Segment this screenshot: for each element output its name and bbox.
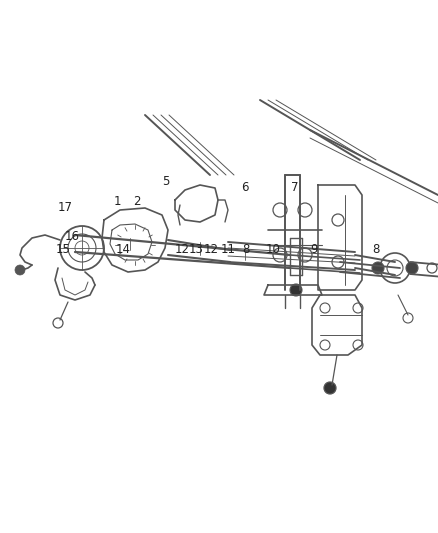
Circle shape (403, 313, 413, 323)
Circle shape (406, 262, 418, 274)
Text: 14: 14 (116, 243, 131, 256)
Circle shape (372, 262, 384, 274)
Text: 9: 9 (311, 243, 318, 256)
Text: 11: 11 (221, 243, 236, 256)
Circle shape (324, 382, 336, 394)
Text: 7: 7 (290, 181, 298, 194)
Text: 15: 15 (55, 243, 70, 256)
Text: 12: 12 (174, 243, 189, 256)
Circle shape (53, 318, 63, 328)
Circle shape (427, 263, 437, 273)
Text: 2: 2 (133, 195, 141, 208)
Circle shape (290, 284, 302, 296)
Text: 17: 17 (57, 201, 72, 214)
Circle shape (15, 265, 25, 275)
Text: 13: 13 (189, 243, 204, 256)
Text: 6: 6 (241, 181, 249, 194)
Text: 8: 8 (372, 243, 379, 256)
Text: 1: 1 (113, 195, 121, 208)
Text: 5: 5 (162, 175, 169, 188)
Text: 12: 12 (204, 243, 219, 256)
Text: 10: 10 (266, 243, 281, 256)
Text: 16: 16 (65, 230, 80, 243)
Text: 8: 8 (243, 243, 250, 256)
